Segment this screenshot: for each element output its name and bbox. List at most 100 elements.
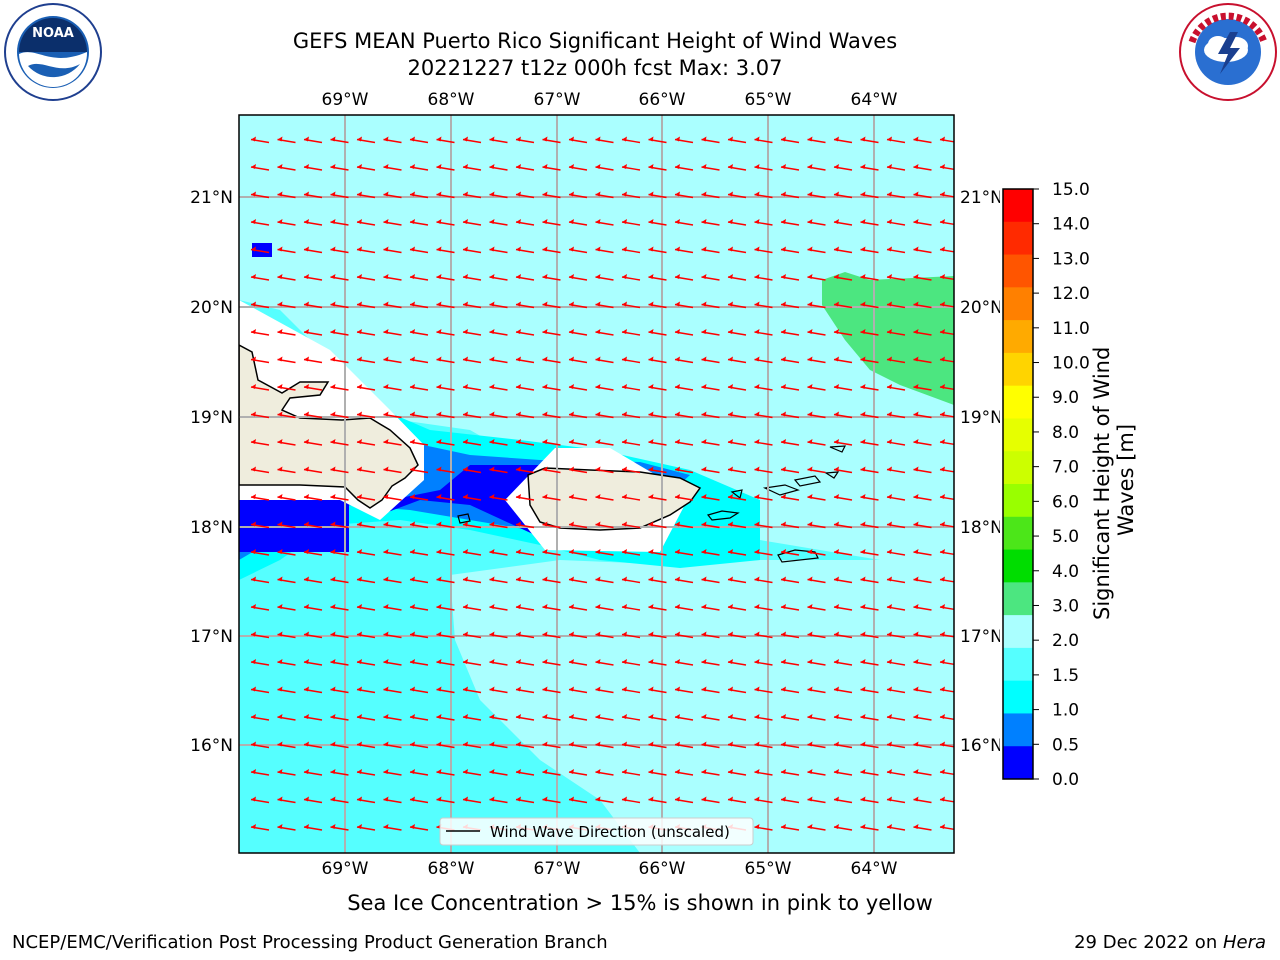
wave-arrow bbox=[913, 521, 932, 529]
land-hispaniola bbox=[239, 344, 419, 509]
wave-arrow bbox=[409, 439, 429, 446]
wave-arrow bbox=[833, 466, 853, 474]
wave-arrow bbox=[886, 191, 906, 199]
wave-arrow bbox=[595, 301, 614, 309]
wave-arrow bbox=[913, 219, 932, 226]
wave-arrow bbox=[568, 356, 588, 364]
wave-arrow bbox=[303, 686, 323, 694]
wave-arrow bbox=[939, 164, 954, 171]
wave-arrow bbox=[303, 411, 323, 419]
wave-arrow bbox=[330, 686, 349, 694]
wave-arrow bbox=[860, 466, 879, 474]
wave-arrow bbox=[303, 301, 323, 309]
wave-arrow bbox=[542, 356, 561, 364]
wave-arrow bbox=[780, 824, 800, 831]
land-virgin-islands-a bbox=[762, 484, 800, 496]
wave-arrow bbox=[754, 356, 773, 364]
wave-arrow bbox=[833, 164, 853, 171]
sea-ice-note: Sea Ice Concentration > 15% is shown in … bbox=[347, 891, 933, 915]
wave-arrow bbox=[648, 411, 667, 419]
wave-arrow bbox=[356, 824, 376, 831]
wave-arrow bbox=[886, 494, 906, 501]
wave-arrow bbox=[356, 769, 376, 776]
wave-arrow bbox=[833, 356, 853, 364]
wave-arrow bbox=[462, 329, 482, 336]
wave-arrow bbox=[595, 274, 614, 281]
wave-arrow bbox=[727, 246, 747, 254]
wave-arrow bbox=[913, 246, 932, 254]
wave-arrow bbox=[754, 824, 773, 831]
wave-arrow bbox=[701, 301, 720, 309]
wave-arrow bbox=[595, 439, 614, 446]
wave-arrow bbox=[727, 796, 747, 804]
wave-arrow bbox=[303, 549, 323, 556]
wave-arrow bbox=[754, 164, 773, 171]
wave-arrow bbox=[515, 741, 535, 749]
wave-arrow bbox=[250, 824, 270, 831]
wave-arrow bbox=[860, 356, 879, 364]
wave-arrow bbox=[489, 521, 508, 529]
wave-arrow bbox=[780, 631, 800, 639]
wave-arrow bbox=[860, 219, 879, 226]
wave-arrow bbox=[780, 329, 800, 336]
colorbar-tick-label: 15.0 bbox=[1052, 180, 1090, 200]
wave-arrow bbox=[277, 494, 296, 501]
wave-arrow bbox=[409, 274, 429, 281]
wave-arrow bbox=[356, 686, 376, 694]
wave-arrow bbox=[595, 164, 614, 171]
wave-arrow bbox=[886, 659, 906, 666]
wave-arrow bbox=[409, 521, 429, 529]
wave-arrow bbox=[515, 329, 535, 336]
wave-arrow bbox=[489, 356, 508, 364]
wave-arrow bbox=[701, 356, 720, 364]
wave-arrow bbox=[621, 549, 641, 556]
wave-arrow bbox=[674, 604, 694, 611]
wave-arrow bbox=[833, 796, 853, 804]
wave-arrow bbox=[595, 329, 614, 336]
wave-arrow bbox=[701, 796, 720, 804]
wave-arrow bbox=[250, 604, 270, 611]
wave-arrow bbox=[648, 796, 667, 804]
colorbar-segment bbox=[1003, 352, 1033, 387]
wave-arrow bbox=[886, 274, 906, 281]
wave-arrow bbox=[489, 796, 508, 804]
wave-arrow bbox=[277, 301, 296, 309]
wave-arrow bbox=[648, 631, 667, 639]
wave-arrow bbox=[277, 686, 296, 694]
wave-arrow bbox=[542, 384, 561, 391]
wave-arrow bbox=[250, 494, 270, 501]
wave-arrow bbox=[780, 604, 800, 611]
wave-arrow bbox=[330, 411, 349, 419]
wave-arrow bbox=[807, 824, 826, 831]
wave-arrow bbox=[250, 411, 270, 419]
wave-arrow bbox=[913, 466, 932, 474]
wave-arrow bbox=[648, 466, 667, 474]
wave-arrow bbox=[780, 521, 800, 529]
land-islet bbox=[824, 471, 840, 479]
wave-arrow bbox=[780, 411, 800, 419]
wave-arrow bbox=[886, 301, 906, 309]
wave-arrow bbox=[330, 301, 349, 309]
wave-direction-arrows bbox=[250, 136, 954, 831]
wave-arrow bbox=[886, 824, 906, 831]
wave-arrow bbox=[621, 274, 641, 281]
wave-arrow bbox=[913, 824, 932, 831]
wave-arrow bbox=[462, 164, 482, 171]
wave-arrow bbox=[727, 769, 747, 776]
wave-arrow bbox=[250, 686, 270, 694]
wave-arrow bbox=[330, 439, 349, 446]
wave-arrow bbox=[515, 136, 535, 144]
wave-arrow bbox=[330, 246, 349, 254]
wave-arrow bbox=[780, 246, 800, 254]
wave-arrow bbox=[621, 384, 641, 391]
wave-arrow bbox=[727, 741, 747, 749]
wave-arrow bbox=[409, 301, 429, 309]
wave-arrow bbox=[886, 521, 906, 529]
wave-arrow bbox=[913, 411, 932, 419]
wave-arrow bbox=[489, 659, 508, 666]
wave-arrow bbox=[648, 769, 667, 776]
wave-arrow bbox=[277, 136, 296, 144]
wave-arrow bbox=[886, 576, 906, 584]
land-culebra bbox=[730, 489, 743, 500]
wave-arrow bbox=[383, 686, 402, 694]
